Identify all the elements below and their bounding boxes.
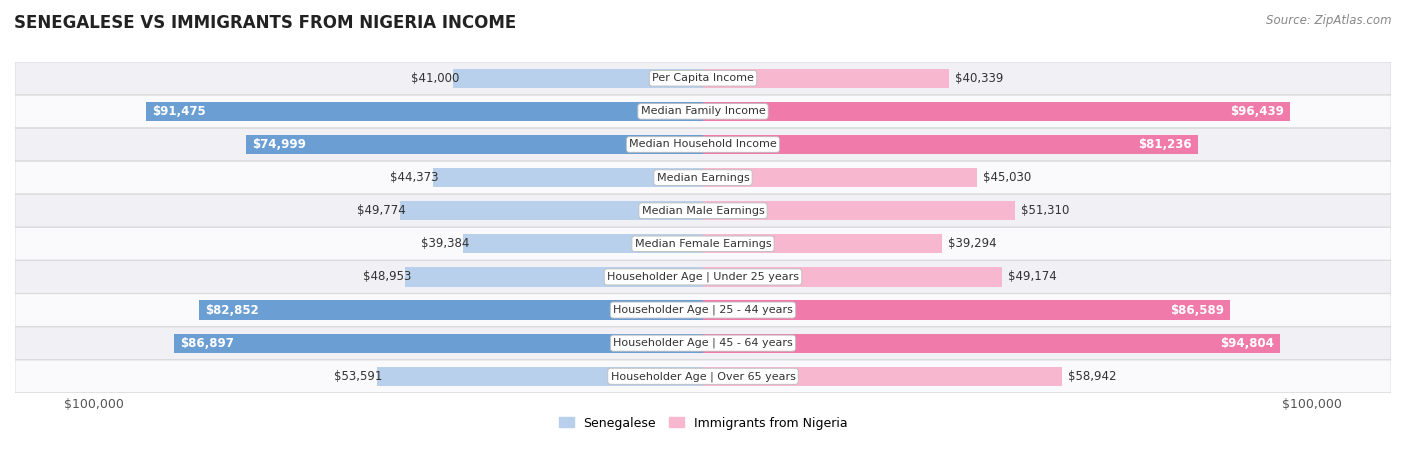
Text: $74,999: $74,999 xyxy=(253,138,307,151)
Bar xyxy=(146,102,703,121)
FancyBboxPatch shape xyxy=(15,327,1391,360)
Text: Median Male Earnings: Median Male Earnings xyxy=(641,205,765,216)
Bar xyxy=(703,367,1062,386)
FancyBboxPatch shape xyxy=(15,128,1391,161)
Text: $51,310: $51,310 xyxy=(1022,204,1070,217)
Bar xyxy=(399,201,703,220)
Bar xyxy=(703,300,1230,319)
Text: Householder Age | Under 25 years: Householder Age | Under 25 years xyxy=(607,272,799,282)
Text: $49,174: $49,174 xyxy=(1008,270,1057,283)
Text: $81,236: $81,236 xyxy=(1137,138,1191,151)
Text: Householder Age | 45 - 64 years: Householder Age | 45 - 64 years xyxy=(613,338,793,348)
Text: Per Capita Income: Per Capita Income xyxy=(652,73,754,83)
Text: $49,774: $49,774 xyxy=(357,204,406,217)
Bar xyxy=(433,168,703,187)
Bar xyxy=(703,234,942,254)
Text: Median Female Earnings: Median Female Earnings xyxy=(634,239,772,249)
Text: Householder Age | 25 - 44 years: Householder Age | 25 - 44 years xyxy=(613,305,793,315)
Text: $39,384: $39,384 xyxy=(420,237,470,250)
Text: $96,439: $96,439 xyxy=(1230,105,1284,118)
Text: Householder Age | Over 65 years: Householder Age | Over 65 years xyxy=(610,371,796,382)
Text: $94,804: $94,804 xyxy=(1220,337,1274,350)
Text: Median Family Income: Median Family Income xyxy=(641,106,765,116)
Bar xyxy=(703,333,1281,353)
Text: $41,000: $41,000 xyxy=(411,72,460,85)
Text: $86,589: $86,589 xyxy=(1170,304,1225,317)
Bar xyxy=(405,267,703,287)
Text: Median Household Income: Median Household Income xyxy=(628,140,778,149)
Bar xyxy=(463,234,703,254)
Legend: Senegalese, Immigrants from Nigeria: Senegalese, Immigrants from Nigeria xyxy=(558,417,848,430)
FancyBboxPatch shape xyxy=(15,227,1391,260)
Bar xyxy=(703,201,1015,220)
Bar xyxy=(174,333,703,353)
Bar xyxy=(377,367,703,386)
FancyBboxPatch shape xyxy=(15,294,1391,326)
Text: $91,475: $91,475 xyxy=(152,105,205,118)
FancyBboxPatch shape xyxy=(15,95,1391,127)
Bar xyxy=(703,168,977,187)
Text: Median Earnings: Median Earnings xyxy=(657,173,749,183)
Bar xyxy=(703,102,1291,121)
Text: $44,373: $44,373 xyxy=(391,171,439,184)
FancyBboxPatch shape xyxy=(15,62,1391,94)
Text: $82,852: $82,852 xyxy=(205,304,259,317)
Bar xyxy=(703,267,1002,287)
Bar xyxy=(453,69,703,88)
Text: $39,294: $39,294 xyxy=(948,237,997,250)
Bar xyxy=(703,135,1198,154)
Text: Source: ZipAtlas.com: Source: ZipAtlas.com xyxy=(1267,14,1392,27)
Text: $40,339: $40,339 xyxy=(955,72,1002,85)
Text: $86,897: $86,897 xyxy=(180,337,233,350)
Text: $48,953: $48,953 xyxy=(363,270,411,283)
FancyBboxPatch shape xyxy=(15,261,1391,293)
FancyBboxPatch shape xyxy=(15,360,1391,392)
Text: $45,030: $45,030 xyxy=(983,171,1032,184)
FancyBboxPatch shape xyxy=(15,162,1391,194)
Bar xyxy=(703,69,949,88)
Text: $53,591: $53,591 xyxy=(335,370,382,383)
Bar xyxy=(246,135,703,154)
FancyBboxPatch shape xyxy=(15,194,1391,227)
Text: $58,942: $58,942 xyxy=(1069,370,1116,383)
Text: SENEGALESE VS IMMIGRANTS FROM NIGERIA INCOME: SENEGALESE VS IMMIGRANTS FROM NIGERIA IN… xyxy=(14,14,516,32)
Bar xyxy=(198,300,703,319)
